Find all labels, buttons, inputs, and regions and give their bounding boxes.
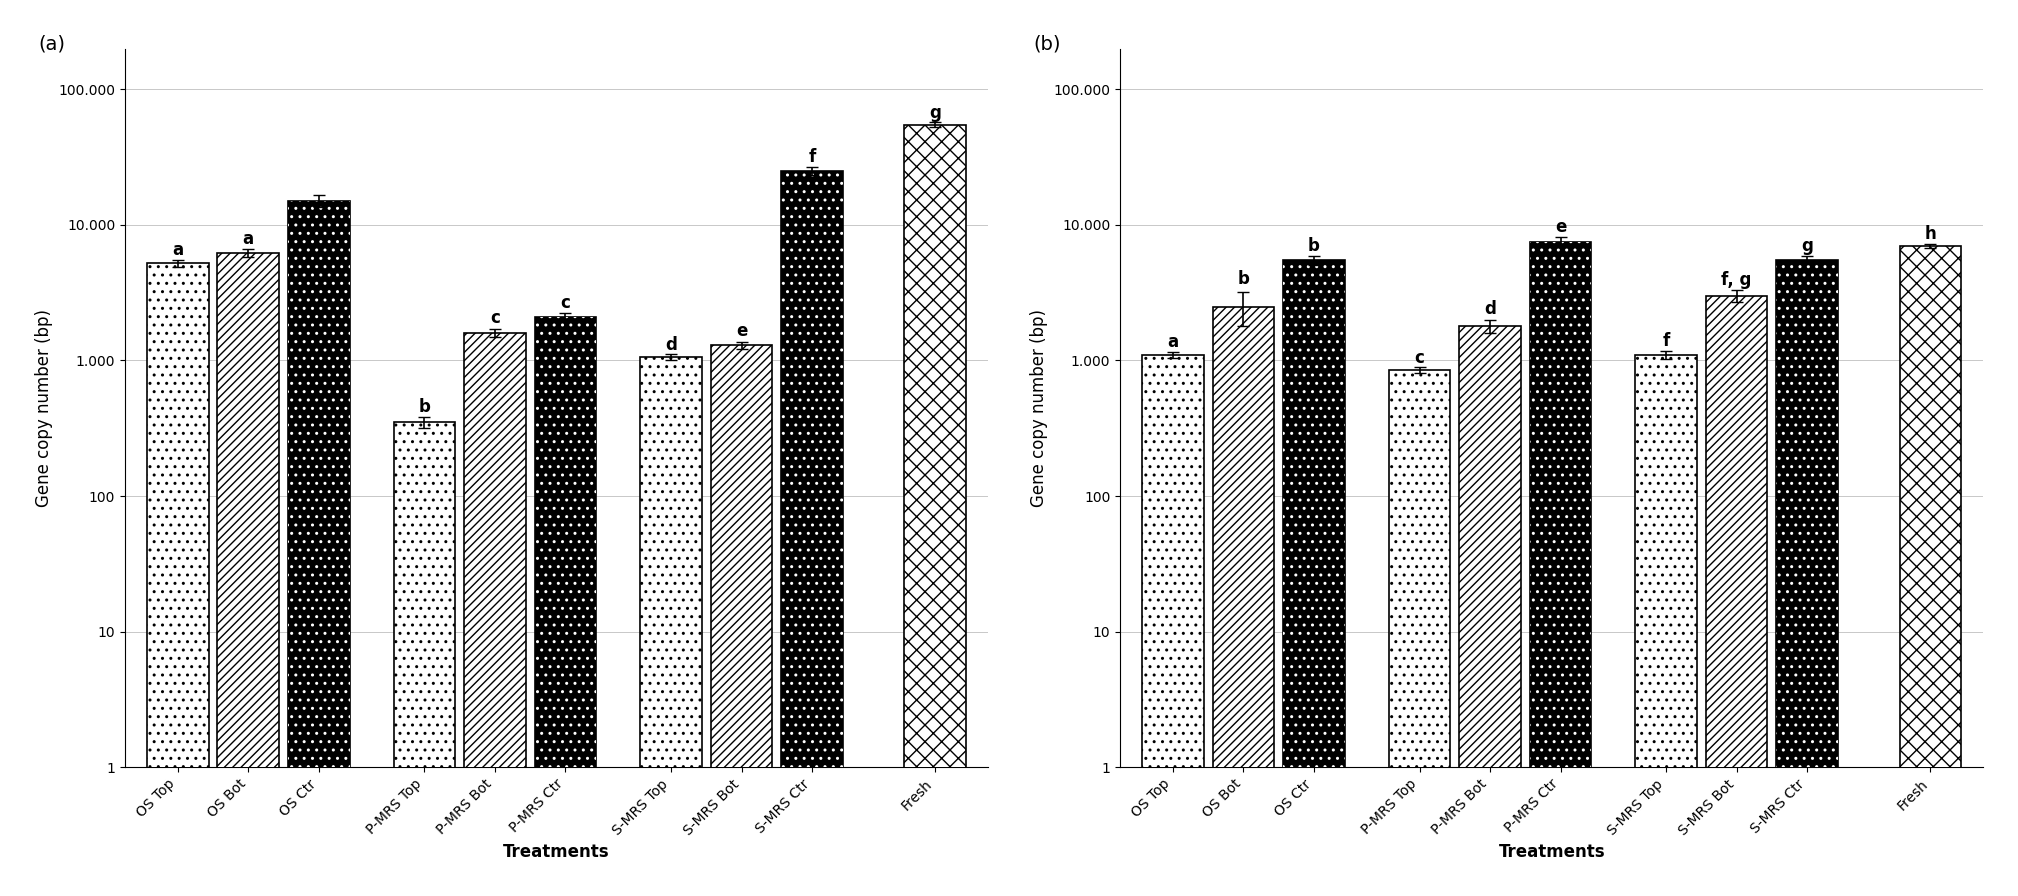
Text: d: d — [1483, 300, 1495, 318]
Text: c: c — [561, 294, 571, 312]
Bar — [1142, 355, 1205, 896]
Bar — [147, 263, 208, 896]
Text: e: e — [737, 323, 747, 340]
Bar — [464, 332, 527, 896]
Text: f, g: f, g — [1721, 271, 1752, 289]
Text: b: b — [1308, 237, 1320, 254]
Bar — [218, 253, 278, 896]
Bar — [289, 201, 349, 896]
Bar — [535, 317, 595, 896]
Bar — [1530, 242, 1592, 896]
Text: d: d — [666, 335, 676, 354]
Text: g: g — [930, 104, 940, 122]
Text: f: f — [809, 148, 815, 166]
Text: c: c — [1415, 349, 1425, 366]
Bar — [1459, 326, 1522, 896]
Bar — [1530, 242, 1592, 896]
X-axis label: Treatments: Treatments — [1499, 843, 1604, 861]
Bar — [1213, 306, 1273, 896]
Bar — [781, 171, 844, 896]
Bar — [1899, 246, 1961, 896]
Text: h: h — [1925, 225, 1937, 243]
Text: c: c — [490, 309, 500, 327]
Text: a: a — [172, 241, 184, 260]
Bar — [1283, 260, 1344, 896]
Text: e: e — [1554, 218, 1566, 236]
Bar — [1776, 260, 1838, 896]
Bar — [904, 125, 967, 896]
Text: a: a — [1166, 332, 1179, 351]
Text: a: a — [242, 230, 254, 248]
Text: b: b — [1237, 271, 1249, 289]
Bar — [640, 357, 702, 896]
Bar — [535, 317, 595, 896]
Text: (b): (b) — [1033, 34, 1061, 53]
Bar — [710, 345, 773, 896]
Bar — [289, 201, 349, 896]
X-axis label: Treatments: Treatments — [502, 843, 609, 861]
Text: (a): (a) — [38, 34, 67, 53]
Bar — [394, 422, 456, 896]
Y-axis label: Gene copy number (bp): Gene copy number (bp) — [1029, 309, 1047, 507]
Bar — [1705, 296, 1768, 896]
Bar — [1388, 370, 1451, 896]
Text: g: g — [1802, 237, 1812, 255]
Bar — [781, 171, 844, 896]
Text: f: f — [1663, 332, 1669, 349]
Bar — [1776, 260, 1838, 896]
Bar — [1635, 355, 1697, 896]
Bar — [1283, 260, 1344, 896]
Text: b: b — [418, 398, 430, 416]
Y-axis label: Gene copy number (bp): Gene copy number (bp) — [34, 309, 52, 507]
